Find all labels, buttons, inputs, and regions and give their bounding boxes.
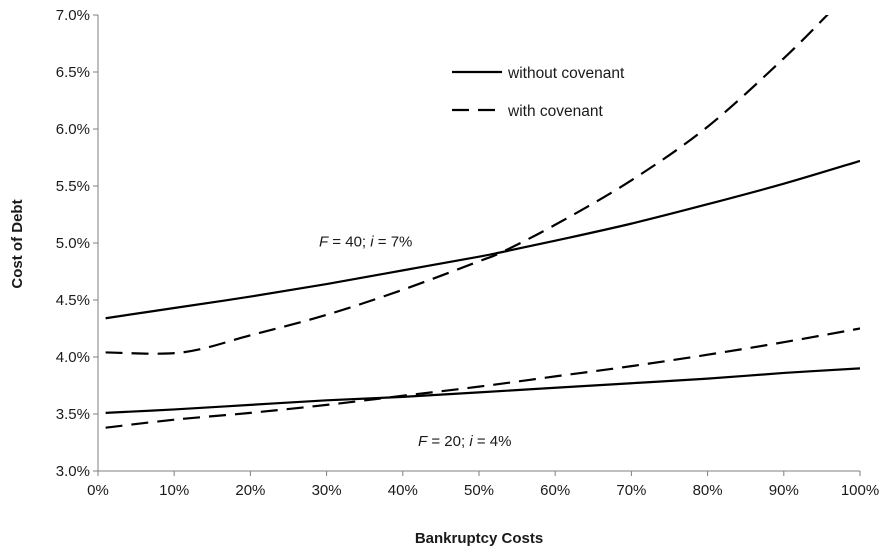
x-tick-label: 10%	[159, 482, 189, 499]
series-line-3-dashed	[105, 327, 860, 429]
y-axis-title: Cost of Debt	[9, 199, 26, 288]
x-tick-label: 60%	[540, 482, 570, 499]
series-line-1-dashed	[105, 15, 829, 355]
series-layer	[105, 15, 860, 429]
tick-labels: 0% 10% 20% 30% 40% 50% 60% 70% 80% 90% 100% 3.0% 3.5…	[56, 7, 879, 499]
axes	[93, 14, 861, 476]
y-tick-label: 3.0%	[56, 463, 90, 480]
y-tick-label: 4.0%	[56, 349, 90, 366]
x-tick-label: 40%	[388, 482, 418, 499]
series-group	[105, 15, 860, 429]
annotation-part: F	[418, 433, 428, 450]
y-tick-label: 3.5%	[56, 406, 90, 423]
x-tick-label: 70%	[616, 482, 646, 499]
legend-label-without-covenant: without covenant	[507, 65, 625, 82]
x-axis-title: Bankruptcy Costs	[415, 530, 543, 547]
x-tick-label: 0%	[87, 482, 109, 499]
legend-label-with-covenant: with covenant	[507, 103, 603, 120]
series-line-2-solid	[105, 367, 860, 414]
y-tick-label: 6.0%	[56, 121, 90, 138]
annotations: F = 40; i = 7%F = 20; i = 4%	[319, 233, 511, 450]
annotation-1: F = 20; i = 4%	[418, 433, 511, 450]
x-tick-label: 50%	[464, 482, 494, 499]
x-tick-label: 20%	[235, 482, 265, 499]
y-tick-label: 7.0%	[56, 7, 90, 24]
series-line-0-solid	[105, 159, 860, 320]
annotation-part: i	[370, 233, 374, 250]
y-tick-label: 5.0%	[56, 235, 90, 252]
annotation-part: = 20;	[427, 433, 469, 450]
x-tick-label: 90%	[769, 482, 799, 499]
y-tick-label: 6.5%	[56, 64, 90, 81]
annotation-part: = 7%	[374, 233, 413, 250]
legend: without covenant with covenant	[452, 65, 625, 120]
y-tick-label: 4.5%	[56, 292, 90, 309]
annotation-0: F = 40; i = 7%	[319, 233, 412, 250]
annotation-part: F	[319, 233, 329, 250]
annotation-part: i	[469, 433, 473, 450]
annotation-part: = 40;	[328, 233, 370, 250]
x-tick-label: 100%	[841, 482, 879, 499]
x-tick-label: 30%	[312, 482, 342, 499]
annotation-part: = 4%	[473, 433, 512, 450]
y-tick-label: 5.5%	[56, 178, 90, 195]
x-tick-label: 80%	[693, 482, 723, 499]
